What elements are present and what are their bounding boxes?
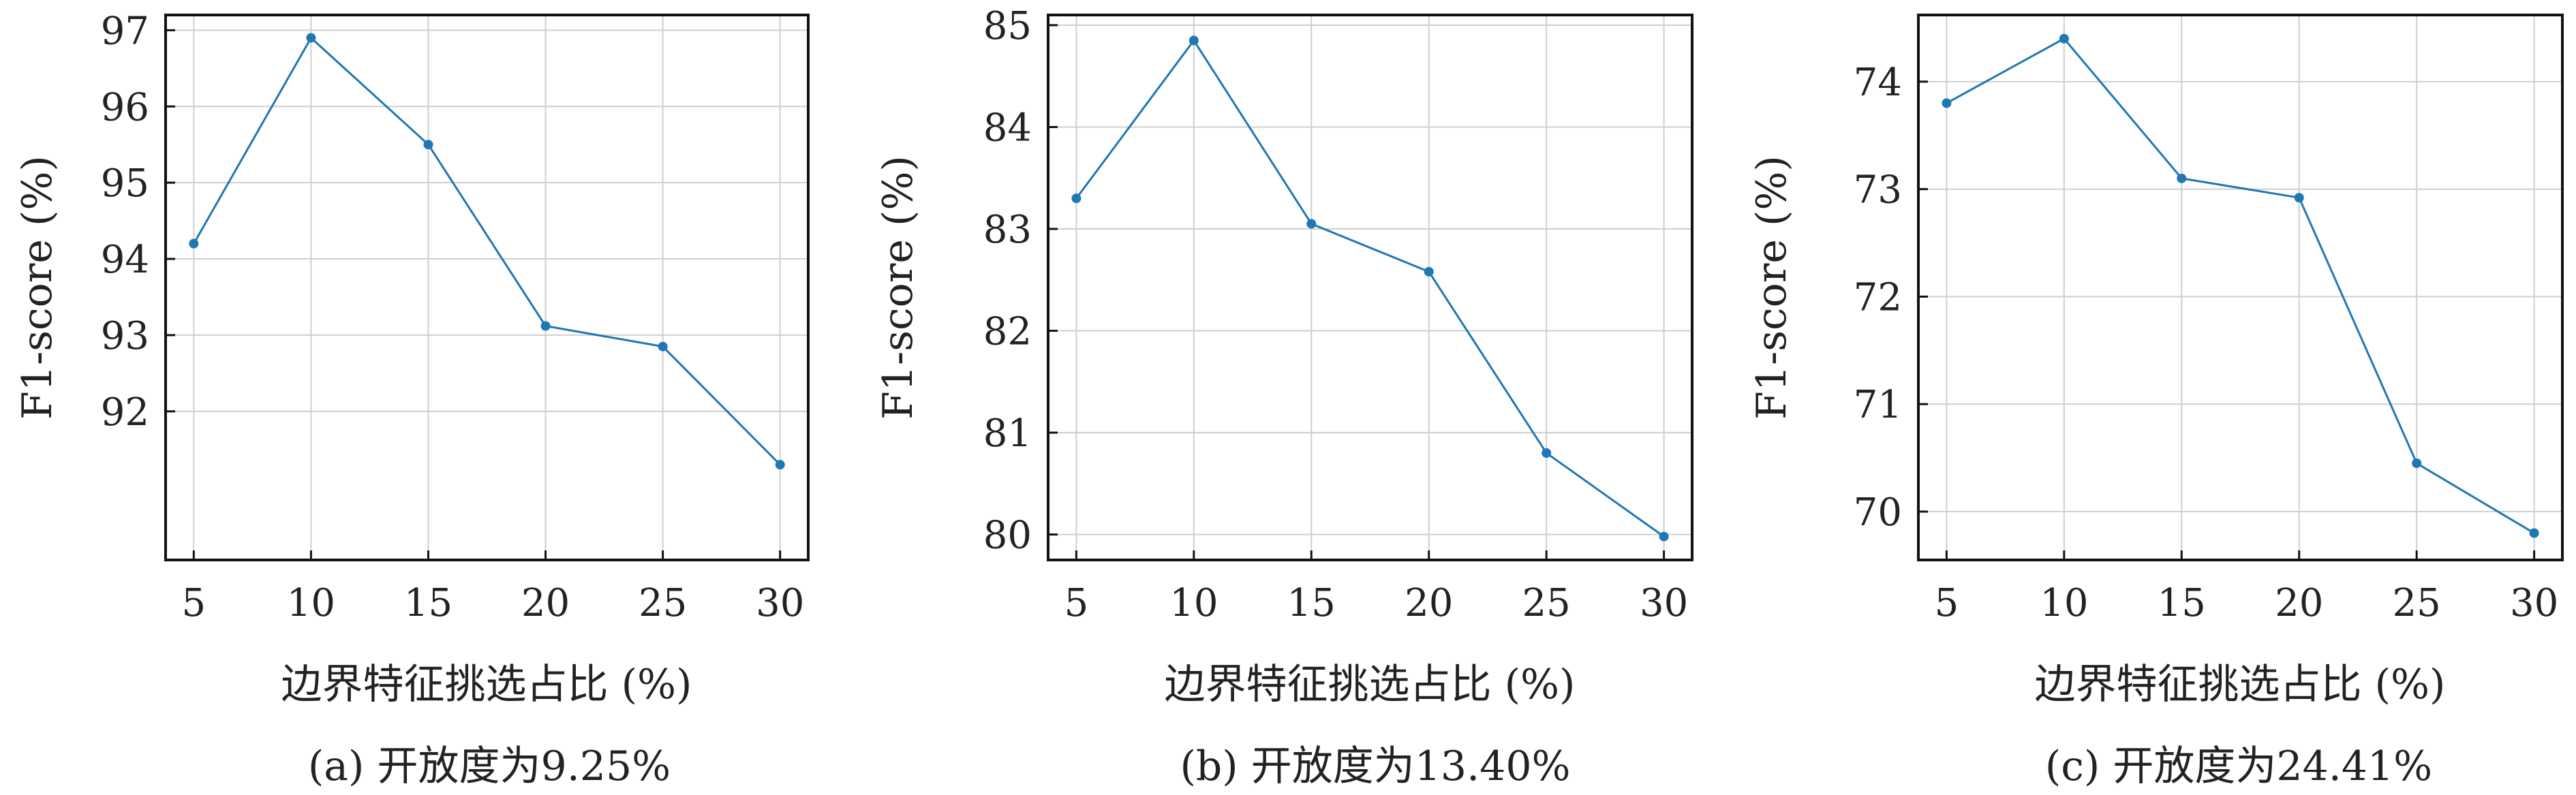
x-tick-label: 10	[2040, 581, 2088, 625]
y-tick-label: 70	[1854, 490, 1902, 535]
panel-caption: (c) 开放度为24.41%	[2045, 743, 2432, 790]
y-tick-label: 92	[101, 390, 149, 435]
series-line	[1946, 37, 2535, 534]
data-point	[1071, 193, 1082, 204]
data-point	[1306, 219, 1317, 229]
x-tick-label: 5	[1935, 581, 1959, 625]
y-tick-label: 82	[983, 310, 1032, 354]
data-point	[1424, 266, 1434, 277]
x-axis-label: 边界特征挑选占比 (%)	[281, 661, 692, 708]
data-point	[2177, 173, 2187, 183]
y-tick-label: 74	[1854, 61, 1902, 105]
x-tick-label: 15	[404, 581, 453, 625]
x-tick-label: 10	[1169, 581, 1218, 625]
y-tick-label: 95	[101, 161, 149, 206]
y-tick-label: 81	[983, 411, 1032, 456]
y-tick-label: 83	[983, 208, 1032, 252]
data-point	[540, 321, 551, 331]
x-tick-label: 5	[1064, 581, 1089, 625]
data-point	[423, 140, 433, 150]
x-tick-label: 10	[287, 581, 335, 625]
x-tick-label: 30	[2510, 581, 2558, 625]
data-point	[1542, 448, 1552, 458]
plot-frame	[1047, 14, 1693, 561]
x-tick-label: 20	[1405, 581, 1453, 625]
series-line	[192, 36, 781, 466]
y-tick-label: 96	[101, 85, 149, 129]
series-line	[1075, 38, 1665, 537]
y-tick-label: 94	[101, 238, 149, 282]
x-tick-label: 25	[2393, 581, 2441, 625]
x-tick-label: 20	[521, 581, 570, 625]
data-point	[306, 33, 316, 43]
x-tick-label: 30	[1640, 581, 1688, 625]
x-axis-label: 边界特征挑选占比 (%)	[1165, 661, 1576, 708]
data-point	[658, 341, 668, 352]
y-tick-label: 80	[983, 514, 1032, 558]
data-point	[189, 238, 199, 249]
data-point	[2529, 528, 2539, 538]
plot-frame	[1917, 14, 2564, 561]
data-point	[775, 460, 785, 470]
chart-panel-2: 5 10 15 20 25 30 80 81 82 83 84 85 边界特征挑选占比 (%) F1-sc…	[874, 4, 1693, 790]
y-tick-label: 97	[101, 9, 149, 53]
x-tick-label: 25	[1522, 581, 1571, 625]
y-tick-label: 73	[1854, 168, 1902, 213]
chart-panel-1: 5 10 15 20 25 30 92 93 94 95 96 97 边界特征挑选占比 (%) F1-sc…	[14, 9, 810, 790]
plot-frame	[164, 14, 810, 561]
chart-panel-3: 5 10 15 20 25 30 70 71 72 73 74 边界特征挑选占比 (%) F1-scor…	[1748, 14, 2564, 790]
x-tick-label: 30	[756, 581, 804, 625]
y-axis-label: F1-score (%)	[1748, 155, 1796, 420]
x-tick-label: 25	[639, 581, 687, 625]
y-axis-label: F1-score (%)	[14, 155, 61, 420]
data-point	[1942, 98, 1952, 108]
y-tick-label: 72	[1854, 275, 1902, 319]
y-tick-label: 71	[1854, 383, 1902, 427]
x-tick-label: 15	[1287, 581, 1336, 625]
y-tick-label: 93	[101, 314, 149, 358]
data-point	[1659, 531, 1669, 542]
data-point	[2059, 33, 2069, 44]
data-point	[1189, 35, 1199, 46]
y-axis-label: F1-score (%)	[874, 155, 922, 420]
data-point	[2294, 193, 2304, 203]
x-tick-label: 20	[2275, 581, 2323, 625]
x-tick-label: 15	[2158, 581, 2206, 625]
panel-caption: (b) 开放度为13.40%	[1180, 743, 1570, 790]
x-axis-label: 边界特征挑选占比 (%)	[2035, 661, 2446, 708]
x-tick-label: 5	[181, 581, 206, 625]
y-tick-label: 85	[983, 4, 1032, 48]
data-point	[2412, 458, 2422, 468]
panel-caption: (a) 开放度为9.25%	[308, 743, 671, 790]
y-tick-label: 84	[983, 106, 1032, 150]
